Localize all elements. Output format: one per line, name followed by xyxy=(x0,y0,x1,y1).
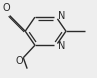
Text: O: O xyxy=(16,56,23,66)
Text: N: N xyxy=(58,41,65,51)
Text: O: O xyxy=(2,3,10,13)
Text: N: N xyxy=(58,11,65,21)
